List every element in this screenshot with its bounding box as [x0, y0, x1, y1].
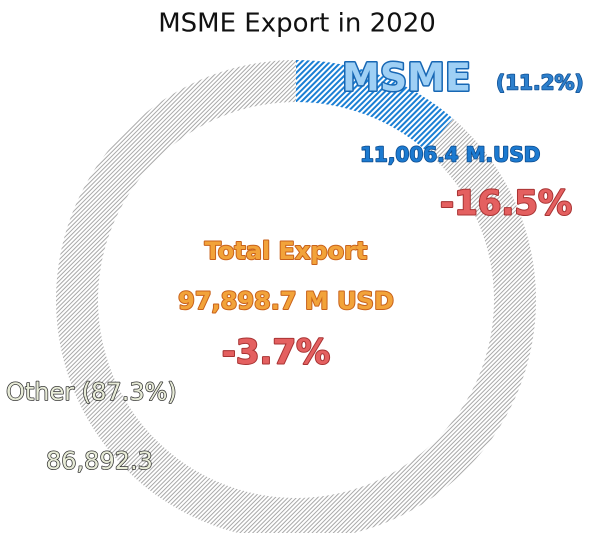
donut-segment [296, 60, 454, 151]
ring [56, 60, 537, 533]
total-amount: 97,898.7 M USD [178, 287, 394, 315]
category-label: MSME [342, 56, 471, 100]
chart-title: MSME Export in 2020 [158, 9, 436, 39]
msme-amount: 11,006.4 M.USD [360, 143, 540, 167]
value-label: (87.3%) [82, 378, 177, 406]
msme-change: -16.5% [440, 184, 572, 224]
category-label: Other [6, 378, 74, 406]
total-title: Total Export [205, 237, 368, 265]
total-change: -3.7% [222, 333, 330, 373]
other-label: Other (87.3%) [6, 378, 177, 406]
other-amount: 86,892.3 [46, 447, 153, 475]
value-label: (11.2%) [496, 71, 584, 95]
